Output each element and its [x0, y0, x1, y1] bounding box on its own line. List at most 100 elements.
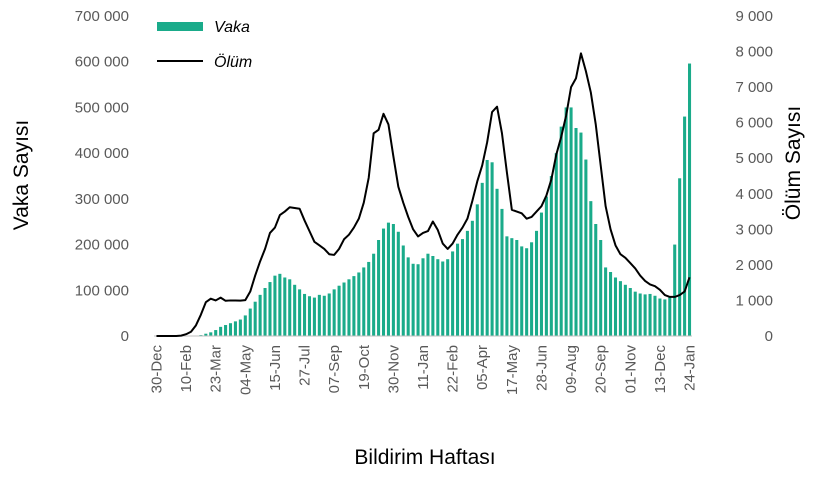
legend-swatch-vaka [157, 22, 203, 31]
vaka-bar [623, 284, 627, 336]
vaka-bar [475, 204, 479, 336]
vaka-bar [599, 240, 603, 336]
vaka-bar [520, 246, 524, 336]
vaka-bar [673, 244, 677, 336]
vaka-bar [322, 295, 326, 336]
x-axis-title: Bildirim Haftası [354, 446, 495, 469]
vaka-bar [505, 236, 509, 336]
x-tick-label: 15-Jun [267, 345, 284, 391]
vaka-bar [431, 256, 435, 336]
vaka-bar [317, 294, 321, 336]
vaka-bar [288, 279, 292, 336]
vaka-bar [219, 326, 223, 336]
vaka-bar [258, 294, 262, 336]
vaka-bar [268, 282, 272, 336]
vaka-bar [421, 258, 425, 336]
vaka-bar [594, 224, 598, 336]
vaka-bar [480, 182, 484, 336]
vaka-bar [416, 264, 420, 336]
vaka-bar [549, 176, 553, 336]
y-axis-title-left: Vaka Sayısı [10, 120, 33, 231]
vaka-bar [209, 332, 213, 336]
vaka-bar [367, 261, 371, 336]
vaka-bar [253, 301, 257, 336]
right-y-tick-label: 8 000 [735, 44, 773, 61]
vaka-bar [238, 319, 242, 336]
vaka-bar [539, 212, 543, 336]
x-tick-label: 28-Jun [533, 345, 550, 391]
vaka-bar [554, 153, 558, 336]
x-axis-ticks: 30-Dec 10-Feb 23-Mar 04-May 15-Jun 27-Jul 07-S… [148, 344, 698, 395]
vaka-bar [604, 267, 608, 336]
vaka-bar [337, 285, 341, 336]
x-tick-label: 30-Nov [385, 345, 402, 394]
vaka-bar [263, 288, 267, 336]
vaka-bar [386, 222, 390, 336]
y-axis-title-right: Ölüm Sayısı [782, 106, 805, 220]
vaka-bar [485, 160, 489, 336]
vaka-bar [406, 257, 410, 336]
vaka-bar [396, 231, 400, 336]
vaka-bar [391, 224, 395, 336]
vaka-bar [441, 261, 445, 336]
vaka-bar [584, 159, 588, 336]
vaka-bar [569, 107, 573, 337]
vaka-bar [530, 242, 534, 336]
left-y-tick-label: 500 000 [75, 99, 129, 116]
right-y-tick-label: 6 000 [735, 115, 773, 132]
vaka-bar [668, 297, 672, 336]
vaka-bar [307, 296, 312, 336]
vaka-bar [426, 253, 430, 336]
vaka-bar [243, 315, 247, 336]
vaka-bar [332, 289, 336, 336]
vaka-bar [638, 293, 642, 336]
vaka-bar [372, 253, 376, 336]
vaka-bar [436, 259, 440, 336]
left-y-tick-label: 300 000 [75, 191, 129, 208]
vaka-bar [362, 267, 366, 336]
right-y-tick-label: 5 000 [735, 150, 773, 167]
right-y-tick-label: 4 000 [735, 186, 773, 203]
legend: Vaka Ölüm [157, 19, 252, 71]
vaka-bar [515, 240, 519, 336]
legend-label-olum: Ölüm [214, 53, 252, 71]
vaka-bar [658, 298, 662, 336]
vaka-bar [278, 273, 282, 336]
left-y-tick-label: 700 000 [75, 8, 129, 25]
vaka-bar-series [199, 63, 692, 337]
vaka-bar [401, 245, 405, 336]
vaka-bar [456, 243, 460, 336]
vaka-bar [648, 293, 652, 336]
x-tick-label: 17-May [504, 345, 521, 396]
x-tick-label: 30-Dec [148, 345, 165, 394]
vaka-bar [327, 293, 331, 336]
x-tick-label: 27-Jul [297, 345, 314, 386]
vaka-bar [248, 308, 252, 336]
vaka-bar [470, 220, 474, 336]
vaka-bar [613, 277, 618, 336]
right-y-tick-label: 1 000 [735, 292, 773, 309]
vaka-bar [451, 251, 455, 336]
x-tick-label: 24-Jan [682, 345, 699, 391]
right-y-axis-ticks: 0 1 000 2 000 3 000 4 000 5 000 6 000 7 000 8 00… [735, 8, 773, 345]
vaka-bar [500, 208, 504, 336]
vaka-bar [559, 126, 563, 336]
vaka-bar [460, 239, 465, 336]
vaka-bar [525, 248, 529, 336]
vaka-bar [347, 279, 351, 336]
x-tick-label: 07-Sep [326, 345, 343, 393]
vaka-bar [411, 263, 415, 336]
vaka-bar [352, 276, 356, 336]
vaka-bar [283, 277, 287, 336]
vaka-bar [273, 275, 277, 336]
vaka-bar [574, 128, 578, 336]
x-tick-label: 19-Oct [356, 344, 373, 390]
vaka-bar [298, 289, 302, 336]
vaka-bar [564, 107, 568, 337]
vaka-bar [312, 297, 316, 336]
vaka-bar [490, 162, 494, 336]
vaka-bar [342, 282, 346, 336]
right-y-tick-label: 3 000 [735, 221, 773, 238]
right-y-tick-label: 9 000 [735, 8, 773, 25]
